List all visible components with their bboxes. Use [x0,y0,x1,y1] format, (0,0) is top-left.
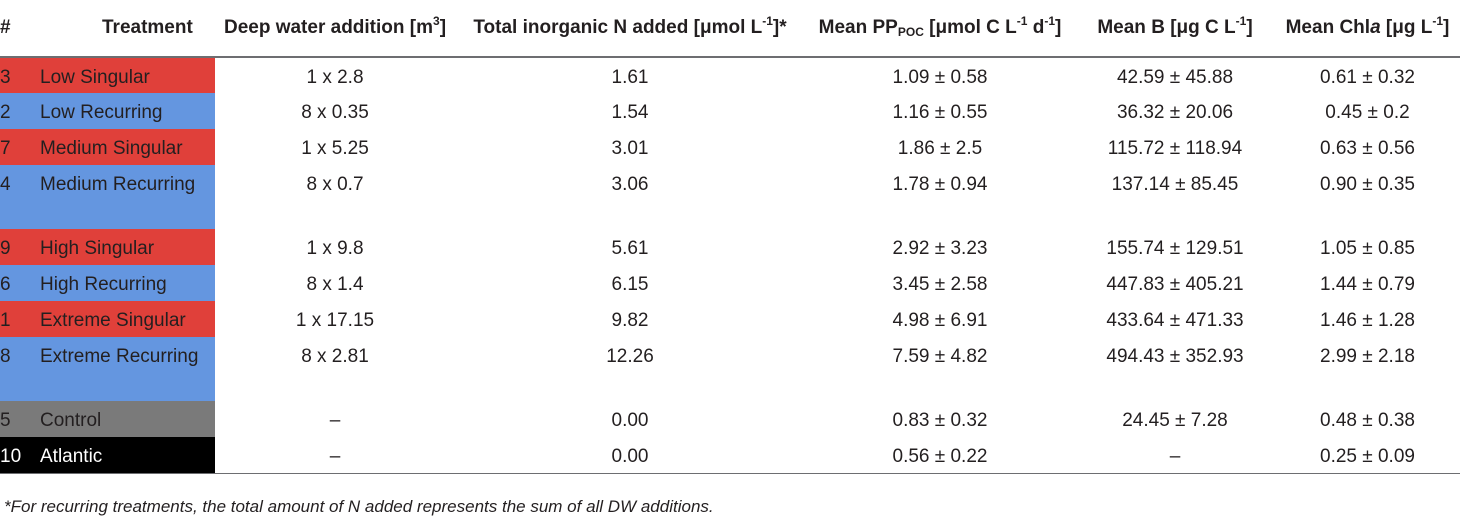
treatment-table: # Treatment Deep water addition [m3] Tot… [0,0,1460,474]
header-total-n: Total inorganic N added [μmol L-1]* [455,0,805,58]
row-deep-water: 8 x 1.4 [306,274,364,295]
row-treatment: Extreme Recurring [34,337,215,401]
row-mean-pp: 1.86 ± 2.5 [897,138,983,159]
row-mean-b: 42.59 ± 45.88 [1116,67,1234,88]
row-deep-water: 8 x 2.81 [301,346,369,367]
row-mean-chla: 0.48 ± 0.38 [1320,410,1415,431]
row-treatment: Medium Singular [34,129,215,165]
row-mean-chla: 1.44 ± 0.79 [1320,274,1415,295]
table-row: 3 Low Singular 1 x 2.8 1.61 1.09 ± 0.58 … [0,57,1460,93]
row-treatment: Extreme Singular [34,301,215,337]
row-number: 6 [0,265,34,301]
row-number: 7 [0,129,34,165]
table-row: 5 Control – 0.00 0.83 ± 0.32 24.45 ± 7.2… [0,401,1460,437]
table-row: 4 Medium Recurring 8 x 0.7 3.06 1.78 ± 0… [0,165,1460,229]
header-deep-water: Deep water addition [m3] [215,0,455,58]
row-deep-water: 8 x 0.35 [301,102,369,123]
row-mean-pp: 4.98 ± 6.91 [892,310,988,331]
row-mean-pp: 7.59 ± 4.82 [892,346,988,367]
row-total-n: 0.00 [455,437,805,474]
row-total-n: 0.00 [611,410,649,431]
row-mean-pp: 1.16 ± 0.55 [892,102,988,123]
row-mean-chla: 1.46 ± 1.28 [1320,310,1415,331]
row-deep-water: – [215,437,455,474]
table-row: 10 Atlantic – 0.00 0.56 ± 0.22 – 0.25 ± … [0,437,1460,474]
row-mean-pp: 1.09 ± 0.58 [892,67,988,88]
row-number: 3 [0,57,34,93]
row-total-n: 1.61 [611,67,649,88]
row-mean-pp: 0.56 ± 0.22 [805,437,1075,474]
row-number: 10 [0,437,34,474]
row-mean-b: 115.72 ± 118.94 [1107,138,1243,159]
row-treatment: Control [34,401,215,437]
row-total-n: 5.61 [611,238,649,259]
row-deep-water: – [329,410,341,431]
table-row: 7 Medium Singular 1 x 5.25 3.01 1.86 ± 2… [0,129,1460,165]
header-mean-pp: Mean PPPOC [μmol C L-1 d-1] [805,0,1075,58]
row-mean-b: 433.64 ± 471.33 [1106,310,1244,331]
row-deep-water: 8 x 0.7 [306,174,364,195]
row-number: 5 [0,401,34,437]
row-mean-b: 494.43 ± 352.93 [1106,346,1244,367]
row-treatment: Low Recurring [34,93,215,129]
row-number: 8 [0,337,34,401]
row-mean-chla: 0.90 ± 0.35 [1320,174,1415,195]
table-row: 1 Extreme Singular 1 x 17.15 9.82 4.98 ±… [0,301,1460,337]
row-mean-b: – [1075,437,1275,474]
row-deep-water: 1 x 9.8 [306,238,364,259]
row-number: 9 [0,229,34,265]
header-number: # [0,0,34,58]
row-mean-chla: 2.99 ± 2.18 [1320,346,1415,367]
row-mean-chla: 0.45 ± 0.2 [1325,102,1410,123]
row-mean-pp: 0.83 ± 0.32 [892,410,988,431]
row-treatment: High Recurring [34,265,215,301]
table-row: 9 High Singular 1 x 9.8 5.61 2.92 ± 3.23… [0,229,1460,265]
row-treatment: Atlantic [34,437,215,474]
row-mean-b: 155.74 ± 129.51 [1106,238,1244,259]
row-mean-chla: 0.25 ± 0.09 [1275,437,1460,474]
row-mean-chla: 0.63 ± 0.56 [1320,138,1415,159]
row-mean-b: 137.14 ± 85.45 [1111,174,1239,195]
row-total-n: 1.54 [611,102,649,123]
row-mean-pp: 3.45 ± 2.58 [892,274,988,295]
row-treatment: High Singular [34,229,215,265]
row-mean-chla: 1.05 ± 0.85 [1320,238,1415,259]
row-treatment: Medium Recurring [34,165,215,229]
table-row: 8 Extreme Recurring 8 x 2.81 12.26 7.59 … [0,337,1460,401]
header-mean-chla: Mean Chla [μg L-1] [1275,0,1460,58]
table-row: 6 High Recurring 8 x 1.4 6.15 3.45 ± 2.5… [0,265,1460,301]
row-mean-pp: 2.92 ± 3.23 [892,238,988,259]
row-mean-b: 24.45 ± 7.28 [1122,410,1228,431]
row-mean-pp: 1.78 ± 0.94 [892,174,988,195]
row-deep-water: 1 x 17.15 [295,310,375,331]
row-mean-chla: 0.61 ± 0.32 [1320,67,1415,88]
table-row: 2 Low Recurring 8 x 0.35 1.54 1.16 ± 0.5… [0,93,1460,129]
header-treatment: Treatment [34,0,215,58]
row-total-n: 3.06 [611,174,649,195]
row-number: 2 [0,93,34,129]
row-total-n: 9.82 [611,310,649,331]
row-deep-water: 1 x 5.25 [301,138,369,159]
row-mean-b: 447.83 ± 405.21 [1106,274,1244,295]
row-deep-water: 1 x 2.8 [306,67,364,88]
row-mean-b: 36.32 ± 20.06 [1116,102,1234,123]
header-row: # Treatment Deep water addition [m3] Tot… [0,0,1460,58]
row-total-n: 3.01 [611,138,649,159]
row-total-n: 6.15 [611,274,649,295]
header-mean-b: Mean B [μg C L-1] [1075,0,1275,58]
row-number: 1 [0,301,34,337]
row-total-n: 12.26 [606,346,654,367]
row-treatment: Low Singular [34,57,215,93]
row-number: 4 [0,165,34,229]
footnote: *For recurring treatments, the total amo… [4,497,714,516]
